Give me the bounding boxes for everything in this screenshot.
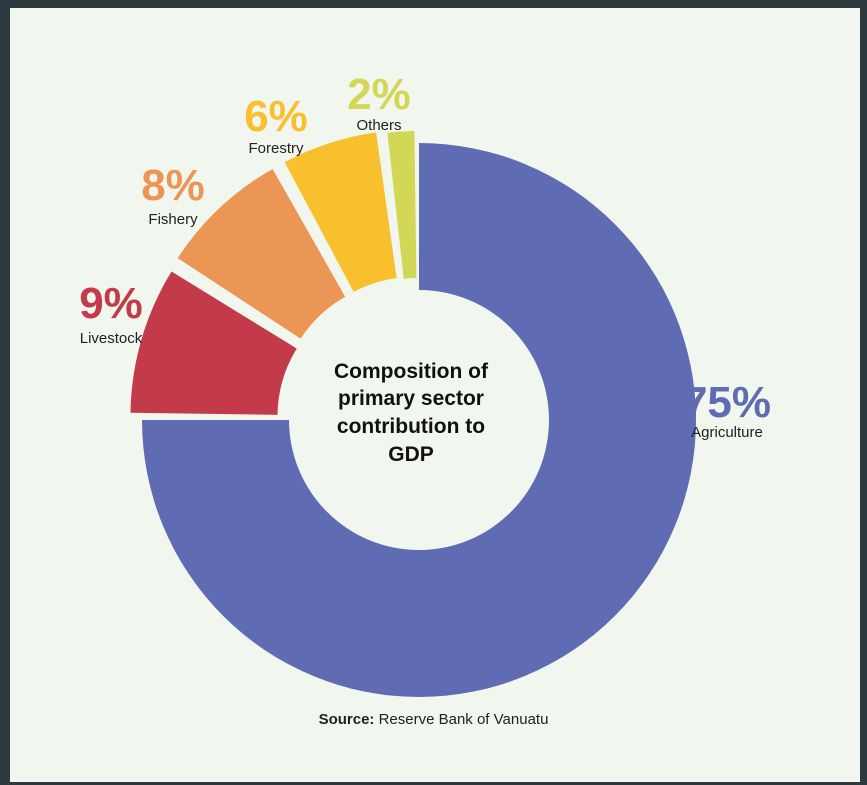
center-title: Composition of primary sector contributi… bbox=[334, 360, 489, 466]
slice-others bbox=[387, 131, 417, 279]
category-label-others: Others bbox=[356, 117, 401, 134]
category-label-livestock: Livestock bbox=[80, 330, 143, 347]
value-label-forestry: 6% bbox=[244, 92, 308, 141]
center-title-line-3: contribution to bbox=[337, 415, 485, 438]
category-label-fishery: Fishery bbox=[148, 211, 198, 228]
donut-slices bbox=[130, 131, 696, 697]
slice-labels: 75%Agriculture 9% Livestock 8%Fishery 6%Fore… bbox=[79, 70, 771, 441]
value-label-others: 2% bbox=[347, 70, 411, 119]
value-label-agriculture: 75% bbox=[683, 378, 771, 427]
slice-agriculture bbox=[142, 143, 696, 697]
source-prefix: Source: bbox=[318, 711, 375, 728]
center-title-line-1: Composition of bbox=[334, 360, 489, 383]
source-text: Reserve Bank of Vanuatu bbox=[374, 711, 549, 728]
slice-livestock bbox=[130, 271, 297, 415]
slice-forestry bbox=[284, 132, 397, 292]
value-label-livestock: 9% bbox=[79, 279, 143, 328]
category-label-forestry: Forestry bbox=[248, 140, 304, 157]
center-title-line-4: GDP bbox=[388, 443, 434, 466]
category-label-agriculture: Agriculture bbox=[691, 424, 763, 441]
slice-fishery bbox=[177, 168, 346, 339]
source-note: Source: Reserve Bank of Vanuatu bbox=[0, 711, 867, 728]
center-title-line-2: primary sector bbox=[338, 387, 484, 410]
value-label-fishery: 8% bbox=[141, 161, 205, 210]
